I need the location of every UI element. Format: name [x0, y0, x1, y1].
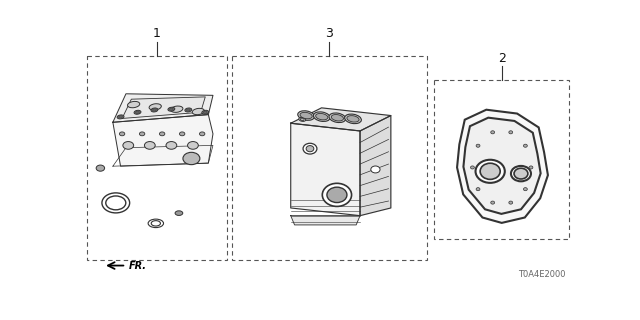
Polygon shape: [457, 110, 548, 223]
Ellipse shape: [329, 113, 346, 123]
Ellipse shape: [117, 115, 124, 119]
Ellipse shape: [524, 188, 527, 191]
Ellipse shape: [102, 193, 130, 213]
Ellipse shape: [170, 108, 173, 110]
Ellipse shape: [347, 116, 359, 122]
Ellipse shape: [204, 111, 207, 114]
Bar: [232, 56, 427, 260]
Ellipse shape: [159, 132, 165, 136]
Bar: [86, 56, 227, 260]
Ellipse shape: [476, 160, 505, 183]
Ellipse shape: [327, 187, 347, 203]
Bar: [434, 80, 570, 239]
Ellipse shape: [166, 141, 177, 149]
Ellipse shape: [491, 131, 495, 134]
Polygon shape: [291, 123, 360, 216]
Ellipse shape: [134, 110, 141, 114]
Ellipse shape: [300, 118, 304, 121]
Ellipse shape: [298, 111, 314, 120]
Ellipse shape: [123, 141, 134, 149]
Ellipse shape: [300, 112, 312, 119]
Ellipse shape: [136, 111, 140, 114]
Text: 2: 2: [498, 52, 506, 65]
Ellipse shape: [175, 211, 183, 215]
Ellipse shape: [303, 143, 317, 154]
Ellipse shape: [171, 106, 183, 112]
Ellipse shape: [524, 144, 527, 147]
Ellipse shape: [476, 188, 480, 191]
Ellipse shape: [188, 141, 198, 149]
Polygon shape: [113, 94, 213, 122]
Ellipse shape: [509, 131, 513, 134]
Ellipse shape: [148, 219, 164, 228]
Ellipse shape: [323, 183, 351, 206]
Ellipse shape: [179, 132, 185, 136]
Ellipse shape: [183, 152, 200, 165]
Ellipse shape: [151, 221, 161, 226]
Ellipse shape: [127, 101, 140, 108]
Polygon shape: [463, 118, 541, 214]
Text: 3: 3: [325, 27, 333, 40]
Ellipse shape: [152, 109, 156, 111]
Ellipse shape: [314, 112, 330, 121]
Ellipse shape: [371, 166, 380, 173]
Polygon shape: [291, 108, 391, 131]
Ellipse shape: [332, 115, 344, 121]
Text: 1: 1: [153, 27, 161, 40]
Ellipse shape: [514, 168, 528, 179]
Ellipse shape: [202, 110, 209, 114]
Ellipse shape: [151, 108, 158, 112]
Text: FR.: FR.: [129, 261, 147, 271]
Ellipse shape: [118, 116, 122, 118]
Ellipse shape: [470, 166, 474, 169]
Ellipse shape: [192, 108, 204, 115]
Ellipse shape: [480, 163, 500, 180]
Ellipse shape: [140, 132, 145, 136]
Ellipse shape: [149, 104, 161, 110]
Ellipse shape: [316, 113, 328, 120]
Ellipse shape: [491, 201, 495, 204]
Ellipse shape: [145, 141, 156, 149]
Polygon shape: [113, 115, 213, 166]
Ellipse shape: [200, 132, 205, 136]
Ellipse shape: [476, 144, 480, 147]
Text: T0A4E2000: T0A4E2000: [518, 270, 565, 279]
Polygon shape: [291, 216, 360, 225]
Ellipse shape: [509, 201, 513, 204]
Ellipse shape: [185, 108, 192, 112]
Ellipse shape: [106, 196, 126, 210]
Ellipse shape: [186, 109, 190, 111]
Ellipse shape: [344, 114, 362, 124]
Ellipse shape: [96, 165, 104, 171]
Ellipse shape: [120, 132, 125, 136]
Ellipse shape: [299, 117, 306, 121]
Ellipse shape: [511, 166, 531, 181]
Ellipse shape: [306, 146, 314, 152]
Ellipse shape: [168, 107, 175, 111]
Polygon shape: [122, 97, 205, 118]
Ellipse shape: [529, 166, 533, 169]
Polygon shape: [360, 116, 391, 216]
